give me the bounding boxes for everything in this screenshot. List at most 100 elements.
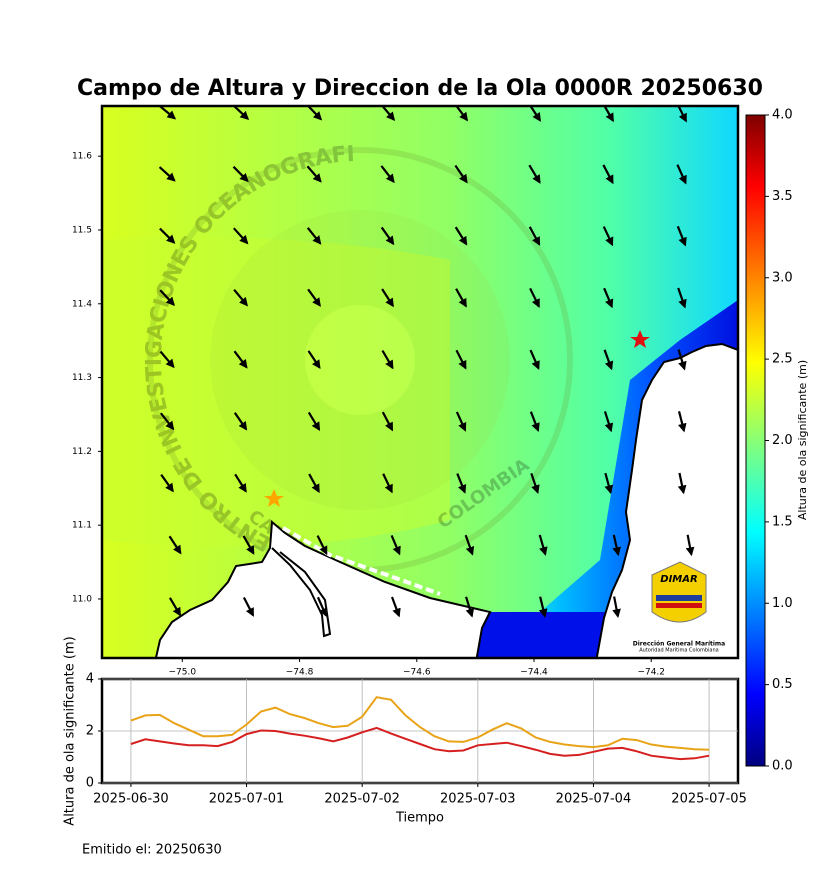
wave-arrow xyxy=(316,535,328,556)
colorbar xyxy=(745,114,766,767)
wave-arrow xyxy=(528,164,541,184)
wave-arrow xyxy=(538,596,548,618)
colorbar-tick-label: 0.0 xyxy=(772,759,793,774)
wave-arrow xyxy=(390,534,401,556)
beach xyxy=(282,526,441,596)
wave-arrow xyxy=(158,106,177,120)
colorbar-tick-label: 2.0 xyxy=(772,433,793,448)
x-tick-label: −74.2 xyxy=(637,668,665,678)
wave-arrow xyxy=(528,226,541,246)
wave-arrow xyxy=(612,534,621,557)
x-tick-label: −75.0 xyxy=(169,668,197,678)
y-tick-label: 2 xyxy=(86,724,94,739)
colorbar-tick-label: 0.5 xyxy=(772,677,793,692)
wave-arrow xyxy=(232,106,250,121)
wave-arrows xyxy=(158,106,695,618)
logo: DIMAR Dirección General Marítima Autorid… xyxy=(633,561,725,654)
y-tick-label: 11.2 xyxy=(72,447,92,457)
wave-arrow xyxy=(233,288,248,307)
x-tick-label: 2025-07-03 xyxy=(440,792,516,807)
wave-arrow xyxy=(603,287,614,309)
wave-arrow xyxy=(603,411,614,433)
colorbar-tick-label: 3.5 xyxy=(772,189,793,204)
colorbar-label: Altura de ola significante (m) xyxy=(796,360,809,520)
x-tick-label: 2025-07-02 xyxy=(324,792,400,807)
colorbar-tick-label: 4.0 xyxy=(772,108,793,123)
wave-arrow xyxy=(232,165,249,183)
bay xyxy=(470,612,610,658)
wave-arrow xyxy=(307,288,321,307)
wave-arrow xyxy=(242,597,255,617)
colorbar-tick-label: 1.0 xyxy=(772,596,793,611)
chart-title: Campo de Altura y Direccion de la Ola 00… xyxy=(77,76,763,101)
sea-band xyxy=(102,237,450,547)
logo-text: DIMAR xyxy=(660,574,697,585)
wave-arrow xyxy=(677,287,687,309)
x-tick-label: 2025-07-01 xyxy=(209,792,285,807)
series-line xyxy=(130,726,710,761)
wave-arrow xyxy=(382,473,393,494)
wave-arrow xyxy=(159,412,175,431)
wave-arrow xyxy=(381,350,394,370)
station-star xyxy=(630,330,650,348)
wave-arrow xyxy=(233,350,248,369)
wave-arrow xyxy=(159,227,176,244)
wave-arrow xyxy=(306,227,322,245)
wave-arrow xyxy=(380,165,395,184)
land xyxy=(154,519,492,658)
wave-arrow xyxy=(233,412,248,431)
wave-arrow xyxy=(160,474,174,493)
wave-arrow xyxy=(455,411,467,432)
wave-arrow xyxy=(168,597,182,617)
wave-arrow xyxy=(455,288,467,308)
logo-text: Autoridad Marítima Colombiana xyxy=(639,647,718,654)
wave-arrow xyxy=(464,534,475,556)
wave-arrow xyxy=(676,164,687,185)
wave-arrow xyxy=(604,472,614,495)
x-tick-label: −74.6 xyxy=(403,668,431,678)
wave-arrow xyxy=(308,473,320,494)
wave-arrow xyxy=(529,349,540,370)
issued-note: Emitido el: 20250630 xyxy=(82,843,222,858)
x-tick-label: 2025-06-30 xyxy=(93,792,169,807)
x-axis-label: Tiempo xyxy=(395,811,444,826)
series-line xyxy=(130,696,710,751)
map-area: CENTRO DE INVESTIGACIONES OCEANOGRAFICAS… xyxy=(102,106,738,658)
wave-arrow xyxy=(316,596,328,618)
wave-arrow xyxy=(306,165,322,183)
wave-arrow xyxy=(307,411,321,432)
y-tick-label: 11.3 xyxy=(72,373,92,383)
x-tick-label: −74.4 xyxy=(520,668,548,678)
wave-arrow xyxy=(168,535,182,555)
wave-arrow xyxy=(380,226,395,246)
wave-arrow xyxy=(529,411,540,432)
y-tick-label: 11.5 xyxy=(72,225,92,235)
wave-arrow xyxy=(677,411,687,433)
wave-arrow xyxy=(676,225,687,247)
wave-arrow xyxy=(538,534,548,556)
wave-arrow xyxy=(602,226,614,247)
y-tick-label: 11.4 xyxy=(72,299,92,309)
wave-arrow xyxy=(381,411,394,432)
wave-arrow xyxy=(390,596,401,618)
y-tick-label: 4 xyxy=(86,672,94,687)
y-tick-label: 11.6 xyxy=(72,152,92,162)
wave-arrow xyxy=(685,534,695,557)
peninsula xyxy=(271,547,332,638)
wave-arrow xyxy=(612,596,621,618)
wave-arrow xyxy=(234,473,247,493)
logo-text: Dirección General Marítima xyxy=(633,641,725,648)
wave-arrow xyxy=(456,473,467,494)
y-tick-label: 11.1 xyxy=(72,521,92,531)
station-star xyxy=(264,489,284,507)
wave-arrow xyxy=(603,349,614,371)
wave-arrow xyxy=(530,472,540,494)
wave-arrow xyxy=(242,535,255,555)
wave-arrow xyxy=(465,596,475,618)
wave-arrow xyxy=(381,288,394,308)
wave-arrow xyxy=(454,164,468,184)
wave-arrow xyxy=(307,350,321,369)
wave-arrow xyxy=(455,349,467,370)
wave-arrow xyxy=(529,287,540,308)
map-frame xyxy=(100,104,740,660)
